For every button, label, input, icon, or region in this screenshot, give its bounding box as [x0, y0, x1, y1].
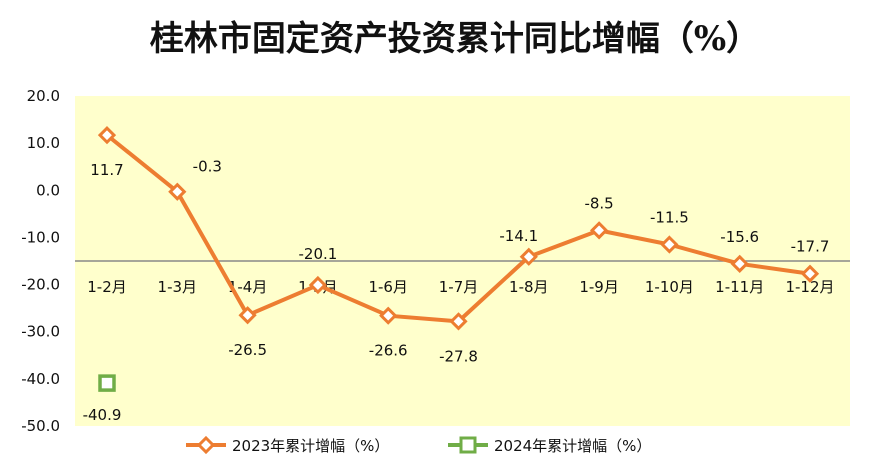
data-point-2023: [730, 254, 749, 273]
y-tick-label: -40.0: [21, 370, 60, 388]
x-tick-label: 1-10月: [645, 278, 694, 296]
y-tick-label: -50.0: [21, 417, 60, 435]
legend-marker-2023: [196, 435, 216, 455]
data-label-2023: -26.6: [369, 342, 408, 360]
chart-title: 桂林市固定资产投资累计同比增幅（%）: [150, 19, 760, 59]
y-tick-label: 0.0: [36, 181, 60, 199]
data-point-2023: [800, 264, 820, 283]
x-tick-label: 1-4月: [228, 278, 268, 296]
y-tick-label: -30.0: [21, 323, 60, 341]
data-point-2023: [379, 306, 398, 325]
legend-marker-2024: [459, 436, 477, 454]
data-label-2023: -27.8: [439, 347, 478, 365]
data-point-2023: [308, 275, 328, 295]
x-tick-label: 1-9月: [579, 278, 619, 296]
data-point-2024: [98, 374, 116, 392]
y-tick-label: 20.0: [27, 87, 60, 105]
data-label-2023: -0.3: [193, 158, 222, 176]
data-label-2023: -15.6: [720, 228, 759, 246]
data-point-2023: [589, 221, 609, 240]
x-tick-label: 1-3月: [158, 278, 198, 296]
data-label-2023: -20.1: [298, 245, 337, 263]
x-tick-label: 1-11月: [715, 278, 764, 296]
data-point-2023: [660, 235, 679, 254]
data-point-2023: [449, 312, 468, 331]
data-label-2023: -11.5: [650, 209, 689, 227]
data-label-2023: -17.7: [791, 238, 830, 256]
x-axis: 1-2月1-3月1-4月1-5月1-6月1-7月1-8月1-9月1-10月1-1…: [87, 278, 834, 296]
x-tick-label: 1-2月: [87, 278, 127, 296]
data-label-2023: -26.5: [228, 341, 267, 359]
y-tick-label: 10.0: [27, 134, 60, 152]
y-tick-label: -10.0: [21, 228, 60, 246]
legend-label-2024: 2024年累计增幅（%）: [494, 437, 651, 455]
data-point-2023: [97, 126, 117, 145]
y-axis: 20.0 10.0 0.0 -10.0 -20.0 -30.0 -40.0 -50.0: [21, 87, 60, 435]
data-label-2023: 11.7: [90, 161, 123, 179]
x-tick-label: 1-7月: [439, 278, 479, 296]
data-label-2023: -8.5: [584, 194, 613, 212]
series-layer: 11.7 -0.3 -26.5 -20.1 -26.6 -27.8 -14.1 -8.5 -11…: [83, 126, 830, 424]
data-label-2024: -40.9: [83, 406, 122, 424]
y-tick-label: -20.0: [21, 276, 60, 294]
data-point-2023: [168, 182, 187, 201]
x-tick-label: 1-6月: [368, 278, 408, 296]
x-tick-label: 1-12月: [785, 278, 834, 296]
legend: 2023年累计增幅（%） 2024年累计增幅（%）: [186, 435, 651, 455]
legend-label-2023: 2023年累计增幅（%）: [232, 437, 389, 455]
data-label-2023: -14.1: [499, 227, 538, 245]
x-tick-label: 1-8月: [509, 278, 549, 296]
data-point-2023: [238, 306, 257, 325]
data-point-2023: [519, 247, 538, 266]
